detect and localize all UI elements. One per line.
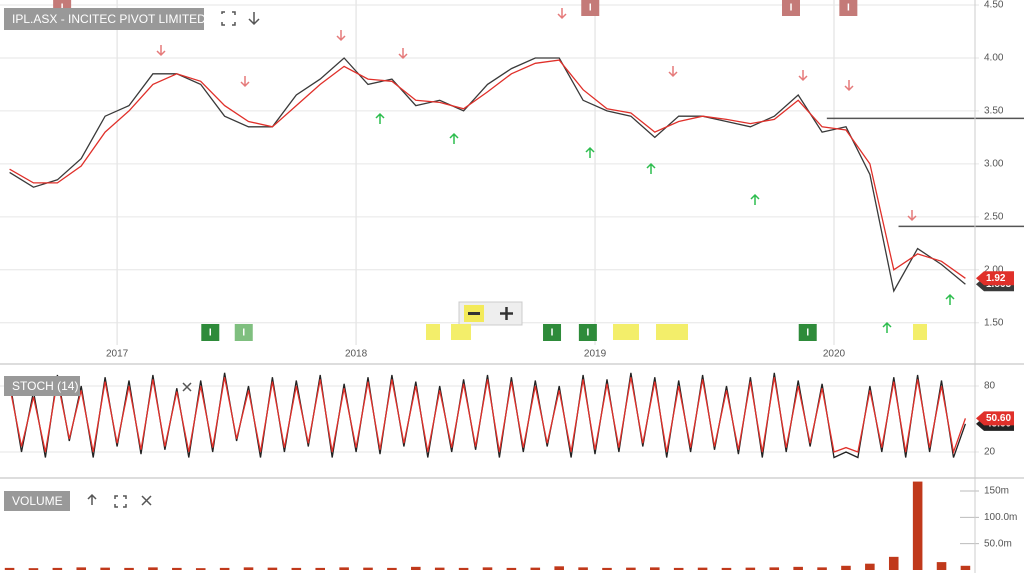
signal-marker-label: I (806, 328, 809, 339)
volume-bar (411, 566, 421, 570)
panel-title: STOCH (14) (12, 379, 78, 393)
y-tick-label: 50.0m (984, 538, 1012, 549)
volume-bar (219, 567, 230, 570)
volume-bar (52, 567, 63, 570)
volume-bar (841, 565, 851, 570)
volume-bar (793, 566, 803, 570)
volume-bar (912, 481, 923, 570)
signal-arrows (156, 8, 955, 333)
x-tick-label: 2020 (823, 349, 846, 360)
y-tick-label: 1.50 (984, 317, 1004, 328)
toolbar-icons[interactable] (87, 11, 260, 508)
title-box[interactable] (4, 491, 70, 511)
last-value-tag (976, 411, 1014, 426)
signal-marker (201, 324, 220, 341)
volume-bar (960, 565, 971, 570)
signal-marker (543, 324, 562, 341)
event-marker-label: I (847, 3, 850, 14)
panel-title: VOLUME (12, 494, 63, 508)
y-tick-label: 4.00 (984, 53, 1004, 64)
volume-bar (100, 567, 110, 570)
y-tick-label: 20 (984, 447, 996, 458)
series-line (8, 377, 967, 455)
volume-bar (482, 567, 493, 570)
volume-bar (865, 563, 875, 570)
last-value-label: 1.92 (986, 273, 1006, 284)
signal-marker-label: I (242, 328, 245, 339)
signal-marker (798, 324, 817, 341)
volume-bar (530, 567, 541, 570)
volume-bar (195, 568, 206, 570)
y-tick-label: 4.50 (984, 0, 1004, 11)
volume-bar (124, 567, 134, 570)
zoom-in-button[interactable] (500, 307, 513, 320)
volume-bar (363, 567, 373, 570)
volume-bar (4, 567, 15, 570)
volume-bar (602, 567, 612, 570)
x-tick-label: 2017 (106, 349, 129, 360)
series-line (9, 57, 966, 293)
volume-bar (626, 567, 636, 570)
volume-bar (506, 567, 517, 570)
title-box[interactable] (4, 376, 80, 396)
y-tick-label: 100.0m (984, 512, 1017, 523)
volume-bar (434, 567, 445, 570)
volume-bar (578, 567, 588, 570)
volume-bar (697, 567, 708, 570)
volume-bar (721, 567, 732, 570)
volume-bar (936, 562, 947, 570)
event-marker (781, 0, 800, 16)
y-tick-label: 2.50 (984, 211, 1004, 222)
signal-marker (578, 324, 597, 341)
event-marker-label: I (589, 3, 592, 14)
volume-bar (291, 567, 302, 570)
signal-marker-label: I (551, 328, 554, 339)
event-marker-label: I (790, 3, 793, 14)
x-tick-label: 2018 (345, 349, 368, 360)
y-tick-label: 3.00 (984, 159, 1004, 170)
last-value-tag (976, 271, 1014, 286)
last-value-label: 50.60 (986, 413, 1011, 424)
volume-bar (769, 567, 780, 570)
volume-bar (673, 567, 684, 570)
volume-bar (650, 567, 660, 570)
volume-bar (745, 567, 756, 570)
y-tick-label: 3.50 (984, 106, 1004, 117)
volume-bar (243, 567, 254, 570)
volume-bar (267, 567, 278, 570)
note-markers[interactable] (426, 324, 927, 340)
signal-marker (234, 324, 253, 341)
volume-bar (28, 568, 39, 570)
volume-bar (315, 567, 325, 570)
event-marker (581, 0, 600, 16)
series-line (9, 59, 966, 279)
volume-bar (148, 567, 158, 570)
volume-bar (387, 567, 397, 570)
y-tick-label: 150m (984, 486, 1009, 497)
y-tick-label: 2.00 (984, 264, 1004, 275)
volume-bar (76, 567, 87, 570)
signal-marker-label: I (586, 328, 589, 339)
volume-bar (172, 567, 182, 570)
volume-bar (888, 556, 899, 570)
volume-bar (339, 567, 349, 570)
y-tick-label: 80 (984, 381, 996, 392)
signal-marker-label: I (209, 328, 212, 339)
volume-bar (817, 567, 827, 570)
x-tick-label: 2019 (584, 349, 607, 360)
volume-bar (554, 566, 564, 570)
title-box[interactable] (4, 8, 204, 30)
event-marker (839, 0, 858, 16)
chart-title: IPL.ASX - INCITEC PIVOT LIMITED (12, 12, 206, 26)
volume-bar (458, 567, 469, 570)
